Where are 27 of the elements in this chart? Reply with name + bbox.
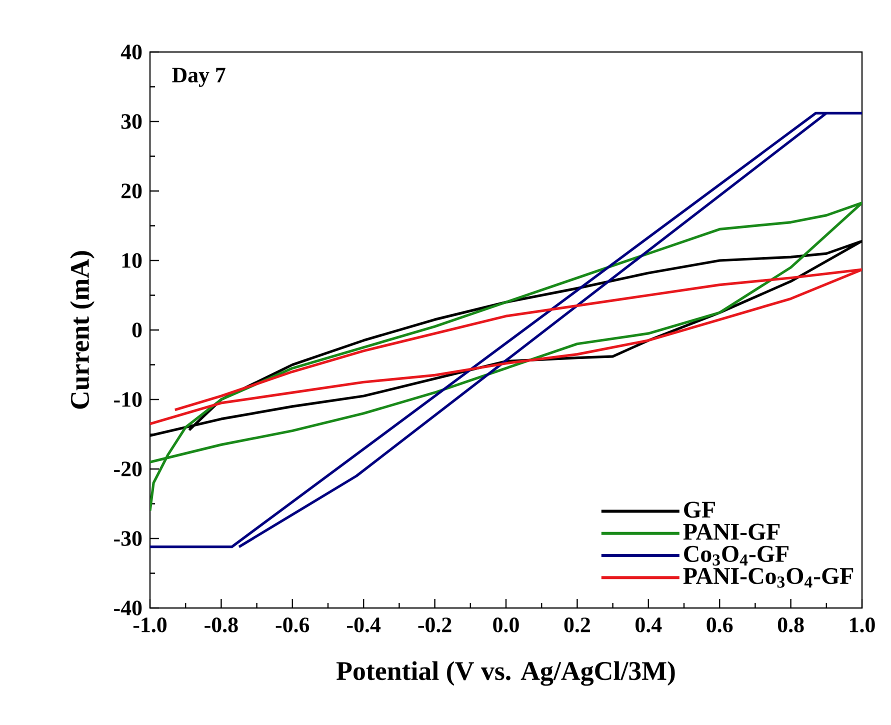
x-tick-label: 0.2 — [564, 618, 590, 632]
x-tick-label: -0.6 — [276, 618, 310, 632]
y-tick-label: 30 — [121, 114, 142, 129]
y-tick-label: -20 — [114, 462, 142, 476]
x-tick-label: -0.8 — [204, 618, 238, 632]
legend-label: PANI-GF — [683, 524, 780, 540]
legend-label: Co$_{3}$O$_{4}$-GF — [684, 546, 788, 566]
y-tick-label: -30 — [114, 531, 142, 546]
x-tick-label: -0.4 — [347, 618, 381, 632]
legend-label: GF — [684, 502, 715, 518]
x-axis-title: Potential (V vs. Ag/AgCl/3M) — [336, 661, 675, 686]
y-axis-title: Current (mA) — [70, 251, 94, 409]
x-tick-label: -1.0 — [133, 618, 167, 632]
y-tick-label: -10 — [114, 392, 142, 407]
x-tick-label: 0.8 — [778, 618, 804, 632]
x-tick-label: 0.4 — [636, 618, 662, 632]
x-tick-label: 0.6 — [706, 618, 733, 632]
y-tick-label: 0 — [132, 322, 142, 338]
x-tick-label: 0.0 — [493, 618, 519, 632]
annotation: Day 7 — [172, 68, 226, 87]
x-tick-label: 1.0 — [850, 618, 875, 632]
y-tick-label: 40 — [120, 44, 142, 60]
y-tick-label: 10 — [122, 253, 142, 268]
y-tick-label: -40 — [114, 600, 142, 616]
y-tick-label: 20 — [122, 184, 142, 198]
x-tick-label: -0.2 — [418, 618, 452, 632]
legend-label: PANI-Co$_{3}$O$_{4}$-GF — [683, 568, 854, 588]
